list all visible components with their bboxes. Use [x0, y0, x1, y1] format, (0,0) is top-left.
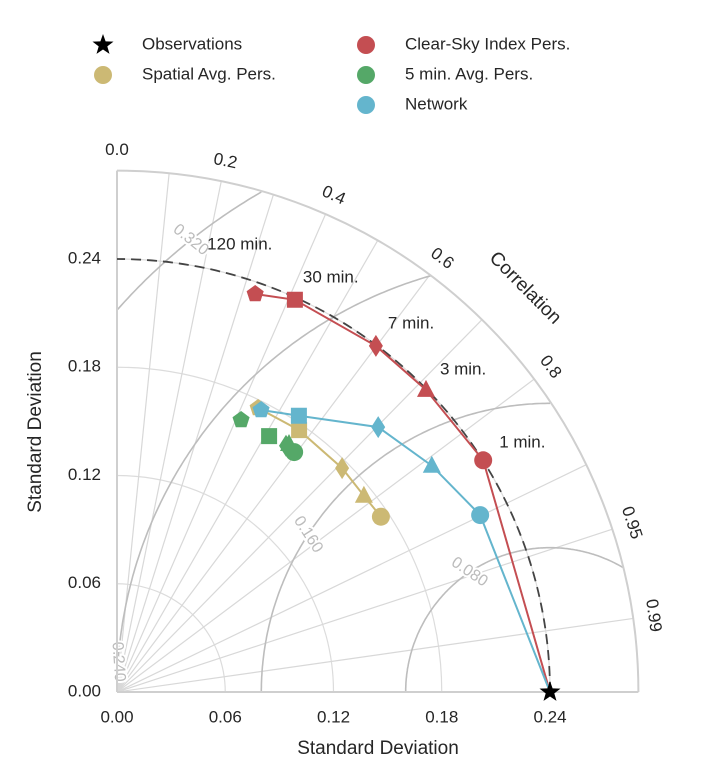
legend-marker	[357, 66, 375, 84]
legend-item: Clear-Sky Index Pers.	[357, 34, 570, 54]
y-tick-label: 0.06	[68, 573, 101, 592]
legend-item: Network	[357, 94, 468, 114]
data-point	[417, 379, 435, 397]
corr-tick-label: 0.6	[427, 243, 457, 272]
y-tick-label: 0.12	[68, 465, 101, 484]
legend-marker	[94, 66, 112, 84]
rmsd-label: 0.240	[108, 641, 128, 682]
corr-tick-label: 0.2	[212, 149, 239, 172]
legend-label: 5 min. Avg. Pers.	[405, 64, 533, 83]
data-point	[335, 457, 350, 480]
corr-grid-line	[116, 617, 634, 693]
corr-grid-line	[116, 274, 431, 693]
data-point	[246, 285, 264, 302]
legend-label: Spatial Avg. Pers.	[142, 64, 276, 83]
data-point	[422, 455, 441, 473]
data-point	[252, 401, 270, 418]
x-tick-label: 0.00	[100, 707, 133, 726]
corr-grid-line	[116, 528, 613, 693]
data-point	[286, 291, 303, 308]
corr-tick-label: 0.8	[536, 351, 565, 381]
x-axis-title: Standard Deviation	[297, 738, 459, 759]
legend-label: Observations	[142, 34, 242, 53]
legend-marker	[357, 96, 375, 114]
data-point	[474, 451, 493, 470]
legend-label: Clear-Sky Index Pers.	[405, 34, 570, 53]
rmsd-contour	[116, 275, 431, 692]
y-tick-label: 0.18	[68, 357, 101, 376]
rmsd-contour	[260, 402, 550, 692]
lead-label: 120 min.	[207, 235, 272, 254]
corr-grid-line	[116, 378, 535, 693]
std-grid-arc	[116, 366, 443, 693]
legend-item: 5 min. Avg. Pers.	[357, 64, 533, 84]
data-point	[354, 485, 373, 503]
data-point	[368, 334, 383, 357]
data-point	[471, 506, 490, 525]
corr-grid-line	[116, 319, 483, 693]
legend-label: Network	[405, 94, 468, 113]
outer-arc	[116, 169, 640, 693]
data-point	[261, 428, 278, 445]
data-point	[279, 434, 293, 457]
corr-tick-label: 0.0	[105, 140, 129, 159]
corr-grid-line	[116, 464, 587, 693]
reference-point	[539, 681, 561, 701]
data-point	[291, 422, 308, 439]
rmsd-label: 0.320	[170, 221, 212, 259]
y-tick-label: 0.24	[68, 248, 101, 267]
legend-marker	[92, 34, 114, 54]
rmsd-label: 0.080	[448, 554, 491, 591]
y-axis-title: Standard Deviation	[25, 351, 46, 513]
y-tick-label: 0.00	[68, 681, 101, 700]
lead-label: 30 min.	[303, 267, 359, 286]
x-tick-label: 0.24	[533, 707, 566, 726]
x-tick-label: 0.18	[425, 707, 458, 726]
corr-tick-label: 0.95	[618, 504, 646, 541]
std-grid-arc	[116, 583, 226, 693]
corr-tick-label: 0.4	[319, 182, 348, 209]
legend-item: Spatial Avg. Pers.	[94, 64, 276, 84]
data-point	[232, 411, 250, 428]
corr-axis-title: Correlation	[485, 248, 565, 329]
lead-label: 7 min.	[388, 313, 434, 332]
rmsd-contour	[404, 546, 624, 692]
corr-tick-label: 0.99	[642, 598, 665, 633]
rmsd-label: 0.160	[290, 513, 326, 556]
x-tick-label: 0.12	[317, 707, 350, 726]
corr-grid-line	[116, 181, 222, 693]
legend-item: Observations	[92, 34, 242, 54]
std-grid-arc	[116, 474, 335, 693]
lead-label: 3 min.	[440, 359, 486, 378]
data-point	[290, 407, 307, 424]
lead-label: 1 min.	[499, 433, 545, 452]
data-point	[371, 507, 390, 526]
rmsd-contour	[117, 191, 262, 310]
data-point	[371, 416, 386, 439]
x-tick-label: 0.06	[209, 707, 242, 726]
legend-marker	[357, 36, 375, 54]
